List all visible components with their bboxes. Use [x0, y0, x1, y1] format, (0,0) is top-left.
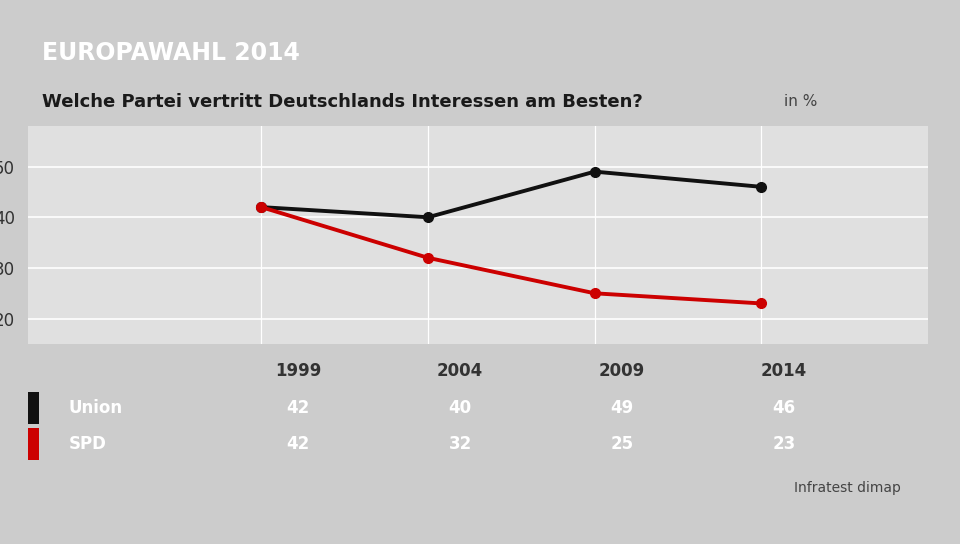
Text: 40: 40: [448, 399, 471, 417]
Text: Welche Partei vertritt Deutschlands Interessen am Besten?: Welche Partei vertritt Deutschlands Inte…: [41, 93, 642, 111]
Text: 32: 32: [448, 435, 471, 453]
Text: in %: in %: [784, 95, 817, 109]
Text: 25: 25: [611, 435, 634, 453]
Text: 46: 46: [773, 399, 796, 417]
Text: EUROPAWAHL 2014: EUROPAWAHL 2014: [41, 41, 300, 65]
Text: Union: Union: [68, 399, 123, 417]
Text: 2009: 2009: [599, 362, 645, 380]
Bar: [28, 392, 38, 424]
Bar: [28, 428, 38, 460]
Text: 42: 42: [286, 399, 310, 417]
Text: 1999: 1999: [275, 362, 322, 380]
Text: 49: 49: [611, 399, 634, 417]
Text: 42: 42: [286, 435, 310, 453]
Text: Infratest dimap: Infratest dimap: [794, 481, 901, 496]
Text: SPD: SPD: [68, 435, 107, 453]
Text: 23: 23: [773, 435, 796, 453]
Text: 2014: 2014: [761, 362, 807, 380]
Text: 2004: 2004: [437, 362, 483, 380]
